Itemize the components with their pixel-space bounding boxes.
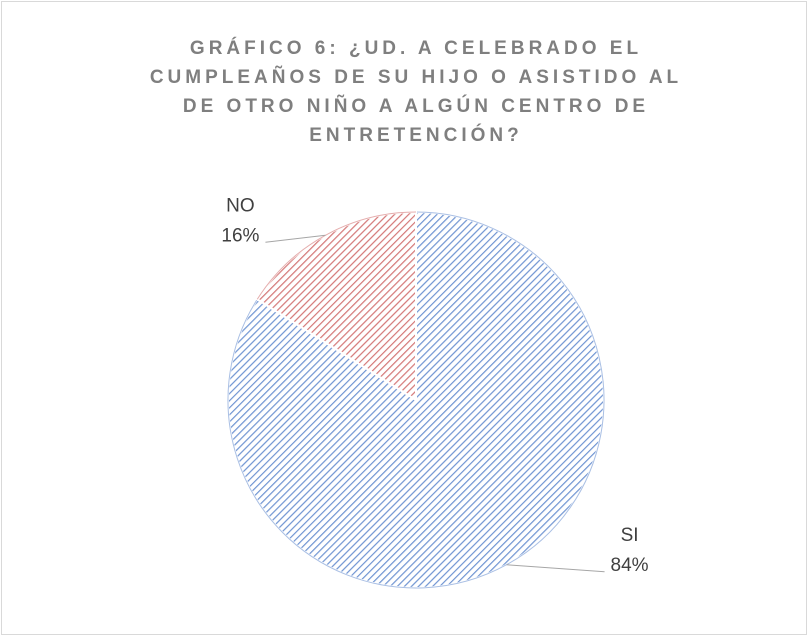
slice-value-label: 16% (221, 225, 259, 246)
chart-title: GRÁFICO 6: ¿UD. A CELEBRADO EL CUMPLEAÑO… (149, 38, 683, 146)
slice-label: NO (226, 195, 255, 216)
leader-line (265, 234, 326, 243)
slice-label: SI (621, 525, 639, 546)
leader-line (506, 564, 605, 573)
slice-value-label: 84% (611, 555, 649, 576)
